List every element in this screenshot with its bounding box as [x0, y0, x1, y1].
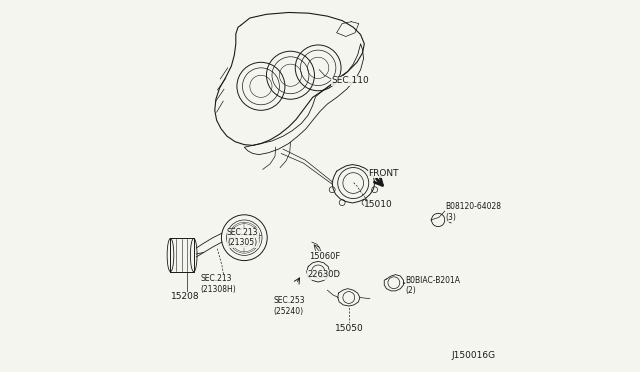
Text: SEC.253
(25240): SEC.253 (25240) — [274, 296, 305, 316]
Text: 15050: 15050 — [335, 324, 364, 333]
Text: 15208: 15208 — [170, 292, 199, 301]
Text: SEC.213
(21305): SEC.213 (21305) — [227, 228, 259, 247]
Text: FRONT: FRONT — [368, 169, 399, 177]
Text: SEC.213
(21308H): SEC.213 (21308H) — [200, 274, 236, 294]
Text: B08120-64028
(3): B08120-64028 (3) — [445, 202, 502, 222]
Text: 15010: 15010 — [364, 200, 393, 209]
Text: 15060F: 15060F — [309, 251, 340, 261]
Text: B0BIAC-B201A
(2): B0BIAC-B201A (2) — [405, 276, 460, 295]
Text: 22630D: 22630D — [307, 270, 340, 279]
Text: SEC.110: SEC.110 — [331, 76, 369, 85]
Text: J150016G: J150016G — [451, 351, 495, 360]
